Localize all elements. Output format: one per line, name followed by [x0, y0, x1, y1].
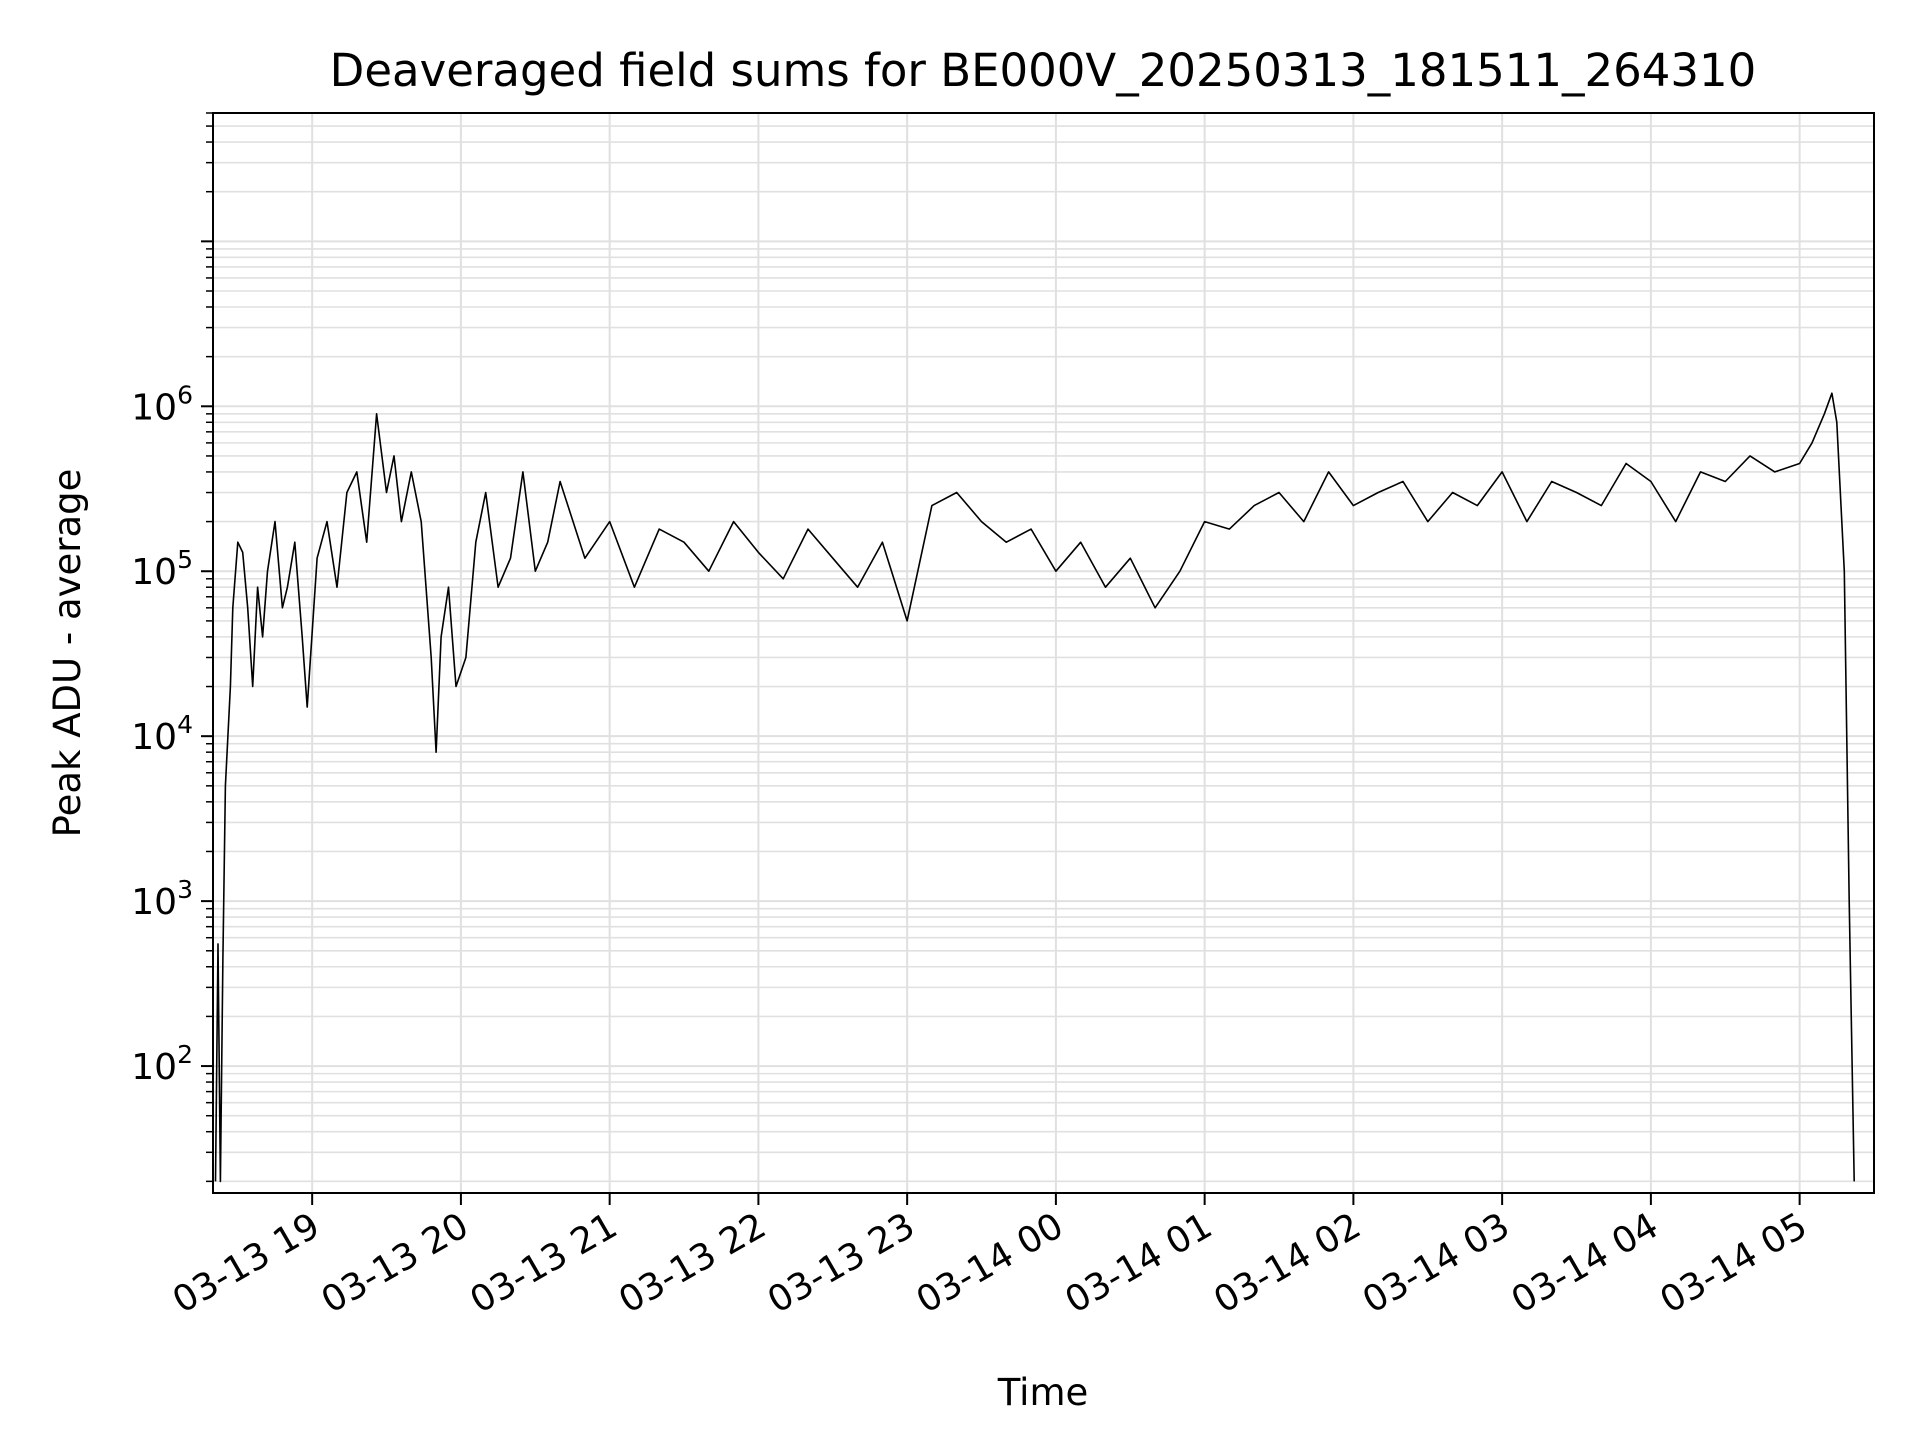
- x-tick-label: 03-13 23: [761, 1205, 922, 1321]
- x-tick-label: 03-14 00: [910, 1205, 1071, 1321]
- y-axis-label: Peak ADU - average: [46, 469, 89, 838]
- y-tick-label: 105: [131, 545, 193, 593]
- y-tick-label: 102: [131, 1040, 193, 1088]
- x-tick-label: 03-14 01: [1058, 1205, 1219, 1321]
- chart-title: Deaveraged field sums for BE000V_2025031…: [330, 44, 1757, 97]
- x-axis-label: Time: [997, 1371, 1089, 1414]
- x-tick-label: 03-14 05: [1653, 1205, 1814, 1321]
- y-tick-label: 106: [131, 380, 193, 428]
- series-line: [214, 392, 1855, 1183]
- x-tick-label: 03-14 03: [1356, 1205, 1517, 1321]
- grid-lines: [213, 112, 1874, 1193]
- series-group: [214, 392, 1855, 1183]
- x-tick-label: 03-13 21: [463, 1205, 624, 1321]
- y-axis-ticks: 102 103 104 105 106: [131, 112, 213, 1183]
- x-tick-label: 03-13 22: [612, 1205, 773, 1321]
- plot-frame: [212, 112, 1875, 1194]
- x-tick-label: 03-13 20: [315, 1205, 476, 1321]
- x-tick-label: 03-14 04: [1505, 1205, 1666, 1321]
- y-tick-label: 103: [131, 875, 193, 923]
- y-tick-label: 104: [131, 710, 193, 758]
- x-tick-label: 03-14 02: [1207, 1205, 1368, 1321]
- x-tick-label: 03-13 19: [166, 1205, 327, 1321]
